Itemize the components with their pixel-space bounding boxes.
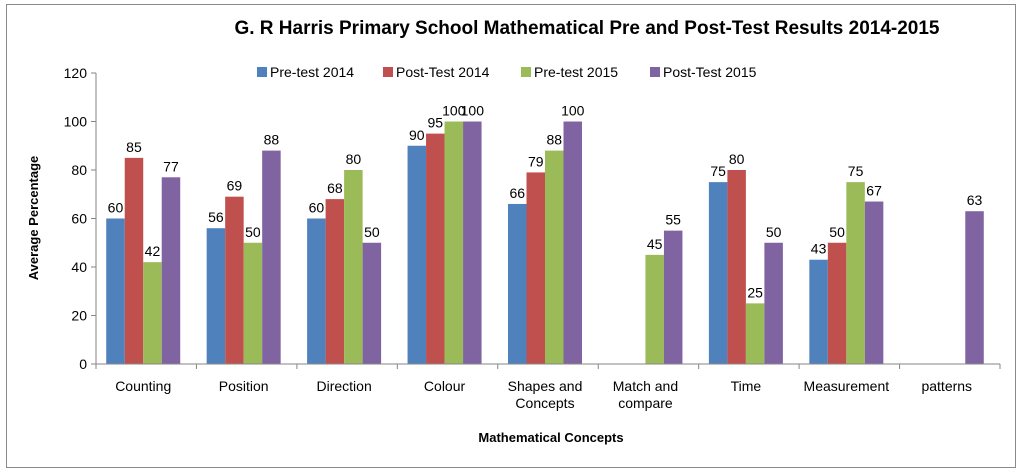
legend-swatch (521, 67, 531, 77)
data-label: 50 (766, 224, 782, 240)
bar (124, 157, 144, 364)
bar (143, 262, 162, 364)
data-label: 25 (747, 284, 763, 300)
y-tick-label: 80 (71, 162, 87, 178)
bar (965, 211, 984, 364)
bar (325, 199, 345, 364)
bar (225, 196, 244, 364)
bar (362, 242, 382, 364)
legend-swatch (383, 67, 393, 77)
bar (344, 170, 363, 364)
x-axis: Counting Position Direction Colour Shapes an… (95, 363, 1001, 411)
data-label: 42 (145, 243, 161, 259)
data-label: 60 (108, 200, 124, 216)
data-label: 60 (309, 200, 325, 216)
data-label: 69 (227, 178, 243, 194)
legend-label: Post-Test 2015 (663, 64, 757, 80)
data-label: 88 (264, 132, 280, 148)
data-label: 75 (710, 163, 726, 179)
data-label: 68 (327, 180, 343, 196)
bar (864, 201, 884, 364)
x-axis-title: Mathematical Concepts (478, 430, 623, 445)
data-label: 79 (528, 153, 544, 169)
x-category-label: Shapes and Concepts (508, 378, 583, 411)
data-label: 95 (428, 115, 444, 131)
bar (526, 172, 545, 364)
bar (745, 303, 765, 364)
y-axis: 0 20 40 60 80 100 120 (64, 65, 97, 372)
data-label: 66 (509, 185, 525, 201)
data-label: 100 (561, 103, 585, 119)
bar (106, 218, 125, 364)
bar (764, 242, 783, 364)
bar (846, 182, 865, 364)
data-label: 43 (811, 241, 827, 257)
bar (407, 145, 427, 364)
x-category-label: Colour (424, 378, 466, 394)
y-tick-label: 120 (64, 65, 88, 81)
bar (663, 230, 683, 364)
bar (508, 203, 527, 364)
bar (645, 254, 664, 364)
data-label: 100 (461, 103, 485, 119)
x-category-label: patterns (921, 378, 972, 394)
bar (307, 218, 326, 364)
bar (809, 259, 828, 364)
x-category-label: Match and compare (613, 378, 678, 411)
data-label: 50 (829, 224, 845, 240)
data-labels: 6085427756695088606880509095100100667988… (108, 103, 983, 301)
bar (463, 121, 482, 364)
x-category-label: Position (219, 378, 269, 394)
data-label: 75 (848, 163, 864, 179)
y-tick-label: 100 (64, 114, 88, 130)
bar (161, 177, 181, 364)
legend: Pre-test 2014 Post-Test 2014 Pre-test 2015… (257, 64, 757, 80)
x-category-label: Counting (115, 378, 171, 394)
data-label: 45 (647, 236, 663, 252)
bar (708, 182, 728, 364)
y-tick-label: 60 (71, 211, 87, 227)
data-label: 100 (442, 103, 466, 119)
bars (106, 121, 984, 364)
legend-label: Post-Test 2014 (396, 64, 490, 80)
bar (262, 150, 281, 364)
bar (827, 242, 847, 364)
legend-swatch (257, 67, 267, 77)
legend-label: Pre-test 2015 (534, 64, 618, 80)
bar (563, 121, 582, 364)
data-label: 50 (364, 224, 380, 240)
bar (444, 121, 464, 364)
data-label: 67 (866, 183, 882, 199)
data-label: 63 (967, 192, 983, 208)
chart-title: G. R Harris Primary School Mathematical … (234, 18, 939, 39)
bar (426, 133, 445, 364)
bar (545, 150, 564, 364)
data-label: 85 (126, 139, 142, 155)
data-label: 90 (409, 127, 425, 143)
bar (727, 170, 746, 364)
bar (243, 242, 263, 364)
legend-label: Pre-test 2014 (270, 64, 354, 80)
y-tick-label: 20 (71, 308, 87, 324)
x-category-label: Direction (316, 378, 371, 394)
data-label: 77 (163, 158, 179, 174)
data-label: 50 (245, 224, 261, 240)
y-axis-title: Average Percentage (26, 156, 41, 281)
y-tick-label: 0 (79, 356, 87, 372)
x-category-label: Time (731, 378, 762, 394)
data-label: 80 (346, 151, 362, 167)
y-tick-label: 40 (71, 259, 87, 275)
data-label: 88 (546, 132, 562, 148)
legend-swatch (650, 67, 660, 77)
data-label: 80 (729, 151, 745, 167)
data-label: 56 (208, 209, 224, 225)
x-category-label: Measurement (804, 378, 890, 394)
bar (206, 228, 226, 364)
data-label: 55 (665, 212, 681, 228)
